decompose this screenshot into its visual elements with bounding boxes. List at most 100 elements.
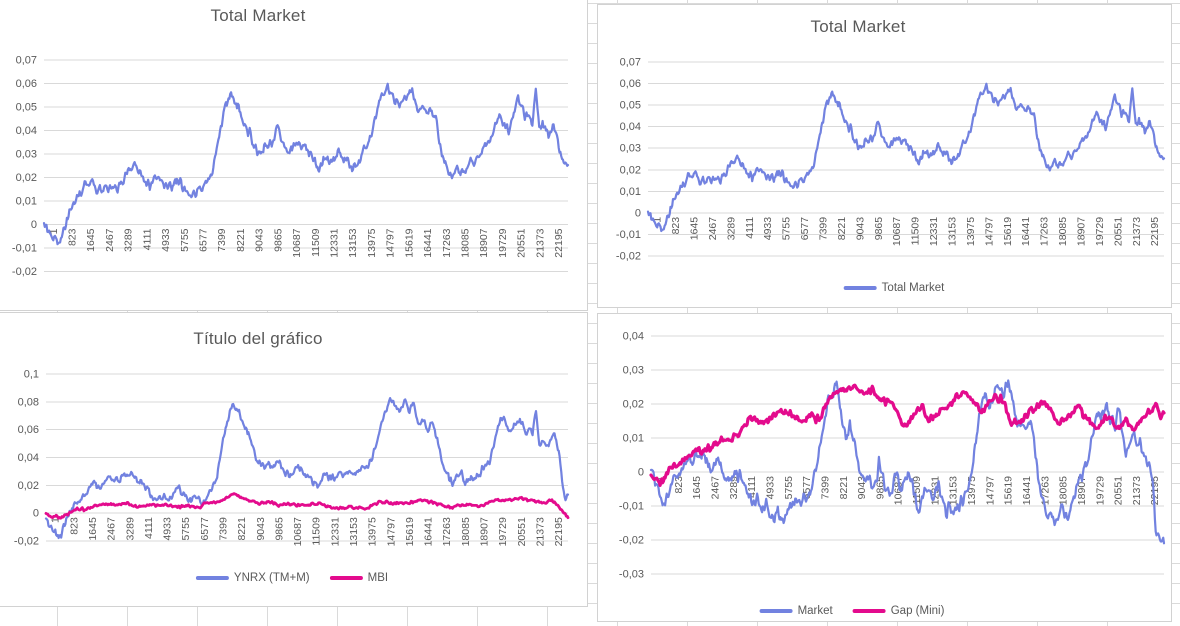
svg-text:0,04: 0,04 xyxy=(623,331,644,343)
y-gridlines xyxy=(651,335,1164,575)
svg-text:0,07: 0,07 xyxy=(620,57,641,69)
svg-text:7399: 7399 xyxy=(217,517,229,541)
svg-text:4933: 4933 xyxy=(764,476,776,500)
svg-text:12331: 12331 xyxy=(928,217,940,246)
plot-area: 0,07 0,06 0,05 0,04 0,03 0,02 0,01 0 -0,01 -0,02 1… xyxy=(616,57,1166,263)
svg-text:14797: 14797 xyxy=(984,476,996,505)
svg-text:0,06: 0,06 xyxy=(18,424,39,436)
svg-text:7399: 7399 xyxy=(819,476,831,500)
svg-text:0,04: 0,04 xyxy=(620,121,641,133)
svg-text:0: 0 xyxy=(33,508,39,520)
chart-market-gap-mini[interactable]: 0,04 0,03 0,02 0,01 0 -0,01 -0,02 -0,03 1 823 1645… xyxy=(597,313,1172,622)
series-line-mbi[interactable] xyxy=(44,492,570,520)
chart-legend: YNRX (TM+M) MBI xyxy=(195,572,388,584)
svg-text:12331: 12331 xyxy=(328,228,340,257)
svg-text:18907: 18907 xyxy=(1075,217,1087,246)
svg-text:20551: 20551 xyxy=(516,228,528,257)
svg-text:20551: 20551 xyxy=(1112,217,1124,246)
svg-text:0,03: 0,03 xyxy=(623,365,644,377)
svg-text:20551: 20551 xyxy=(516,517,528,546)
svg-text:2467: 2467 xyxy=(707,217,719,241)
svg-text:16441: 16441 xyxy=(422,228,434,257)
svg-text:0,04: 0,04 xyxy=(18,452,39,464)
chart-titulo-del-grafico[interactable]: 0,1 0,08 0,06 0,04 0,02 0 -0,02 1 823 1645 2467 328… xyxy=(0,312,588,607)
svg-text:0,02: 0,02 xyxy=(16,172,37,184)
svg-text:15619: 15619 xyxy=(404,517,416,546)
svg-text:0,1: 0,1 xyxy=(24,369,39,381)
chart-legend: Total Market xyxy=(843,282,945,294)
svg-text:14797: 14797 xyxy=(385,228,397,257)
svg-text:20551: 20551 xyxy=(1113,476,1125,505)
svg-text:13153: 13153 xyxy=(348,517,360,546)
svg-text:1645: 1645 xyxy=(87,517,99,541)
svg-text:22195: 22195 xyxy=(553,228,565,257)
svg-text:21373: 21373 xyxy=(1131,217,1143,246)
svg-text:11509: 11509 xyxy=(311,517,323,546)
y-gridlines xyxy=(44,59,568,272)
svg-text:18085: 18085 xyxy=(1058,476,1070,505)
x-axis-labels: 1 823 1645 2467 3289 4111 4933 5755 6577 7399 8221… xyxy=(652,217,1162,246)
svg-text:1645: 1645 xyxy=(688,217,700,241)
svg-text:1645: 1645 xyxy=(85,228,97,252)
svg-text:2467: 2467 xyxy=(104,228,116,252)
svg-text:0,07: 0,07 xyxy=(16,55,37,67)
legend-line-icon xyxy=(852,609,886,613)
svg-text:5755: 5755 xyxy=(180,517,192,541)
svg-text:0,05: 0,05 xyxy=(620,100,641,112)
svg-text:-0,01: -0,01 xyxy=(12,243,37,255)
legend-line-icon xyxy=(759,609,793,613)
series-line-ynrx-tm-m-[interactable] xyxy=(44,396,570,540)
y-axis-labels: 0,07 0,06 0,05 0,04 0,03 0,02 0,01 0 -0,01 -0,02 xyxy=(616,57,641,263)
chart-total-market-top-right[interactable]: 0,07 0,06 0,05 0,04 0,03 0,02 0,01 0 -0,01 -0,02 1… xyxy=(597,4,1172,308)
legend-line-icon xyxy=(843,286,877,290)
svg-text:4933: 4933 xyxy=(162,517,174,541)
svg-text:19729: 19729 xyxy=(497,517,509,546)
svg-text:13153: 13153 xyxy=(347,228,359,257)
svg-text:19729: 19729 xyxy=(497,228,509,257)
legend-line-icon xyxy=(329,576,363,580)
legend-item-ynrx[interactable]: YNRX (TM+M) xyxy=(195,572,310,584)
svg-text:18085: 18085 xyxy=(1057,217,1069,246)
series-line-total-market[interactable] xyxy=(42,82,570,246)
svg-text:8221: 8221 xyxy=(235,228,247,252)
svg-text:13153: 13153 xyxy=(948,476,960,505)
chart-title: Título del gráfico xyxy=(193,329,323,348)
svg-text:8221: 8221 xyxy=(836,217,848,241)
series-line-market[interactable] xyxy=(649,379,1166,545)
legend-label: Total Market xyxy=(881,282,945,294)
series-line-total-market[interactable] xyxy=(646,82,1166,233)
svg-text:0,04: 0,04 xyxy=(16,125,37,137)
legend-item-gap-mini[interactable]: Gap (Mini) xyxy=(852,605,944,617)
svg-text:18907: 18907 xyxy=(478,228,490,257)
svg-text:21373: 21373 xyxy=(1131,476,1143,505)
svg-text:11509: 11509 xyxy=(310,228,322,257)
svg-text:8221: 8221 xyxy=(236,517,248,541)
svg-text:4933: 4933 xyxy=(762,217,774,241)
svg-text:6577: 6577 xyxy=(197,228,209,252)
y-axis-labels: 0,04 0,03 0,02 0,01 0 -0,01 -0,02 -0,03 xyxy=(619,331,644,581)
legend-label: Market xyxy=(797,605,833,617)
svg-text:-0,02: -0,02 xyxy=(619,535,644,547)
svg-text:18085: 18085 xyxy=(460,517,472,546)
legend-item-market[interactable]: Market xyxy=(759,605,833,617)
legend-item-mbi[interactable]: MBI xyxy=(329,572,388,584)
svg-text:11509: 11509 xyxy=(910,217,922,246)
svg-text:15619: 15619 xyxy=(403,228,415,257)
svg-text:823: 823 xyxy=(68,517,80,535)
svg-text:3289: 3289 xyxy=(123,228,135,252)
plot-area: 0,040,030,020,010-0,01-0,02-0,031 823 1645… xyxy=(619,331,1166,581)
svg-text:5755: 5755 xyxy=(781,217,793,241)
svg-text:15619: 15619 xyxy=(1003,476,1015,505)
svg-text:9865: 9865 xyxy=(273,517,285,541)
svg-text:16441: 16441 xyxy=(1020,217,1032,246)
chart-total-market-top-left[interactable]: 0,07 0,06 0,05 0,04 0,03 0,02 0,01 0 -0,01 -0,02 1… xyxy=(0,0,588,311)
svg-text:5755: 5755 xyxy=(783,476,795,500)
svg-text:3289: 3289 xyxy=(728,476,740,500)
svg-text:22195: 22195 xyxy=(553,517,565,546)
svg-text:0: 0 xyxy=(31,219,37,231)
legend-item-total-market[interactable]: Total Market xyxy=(843,282,945,294)
x-axis-labels: 1 823 1645 2467 3289 4111 4933 5755 6577 7399 8221… xyxy=(48,228,565,257)
chart-title: Total Market xyxy=(210,6,306,25)
series-line-gap-mini-[interactable] xyxy=(649,383,1166,487)
svg-text:8221: 8221 xyxy=(838,476,850,500)
